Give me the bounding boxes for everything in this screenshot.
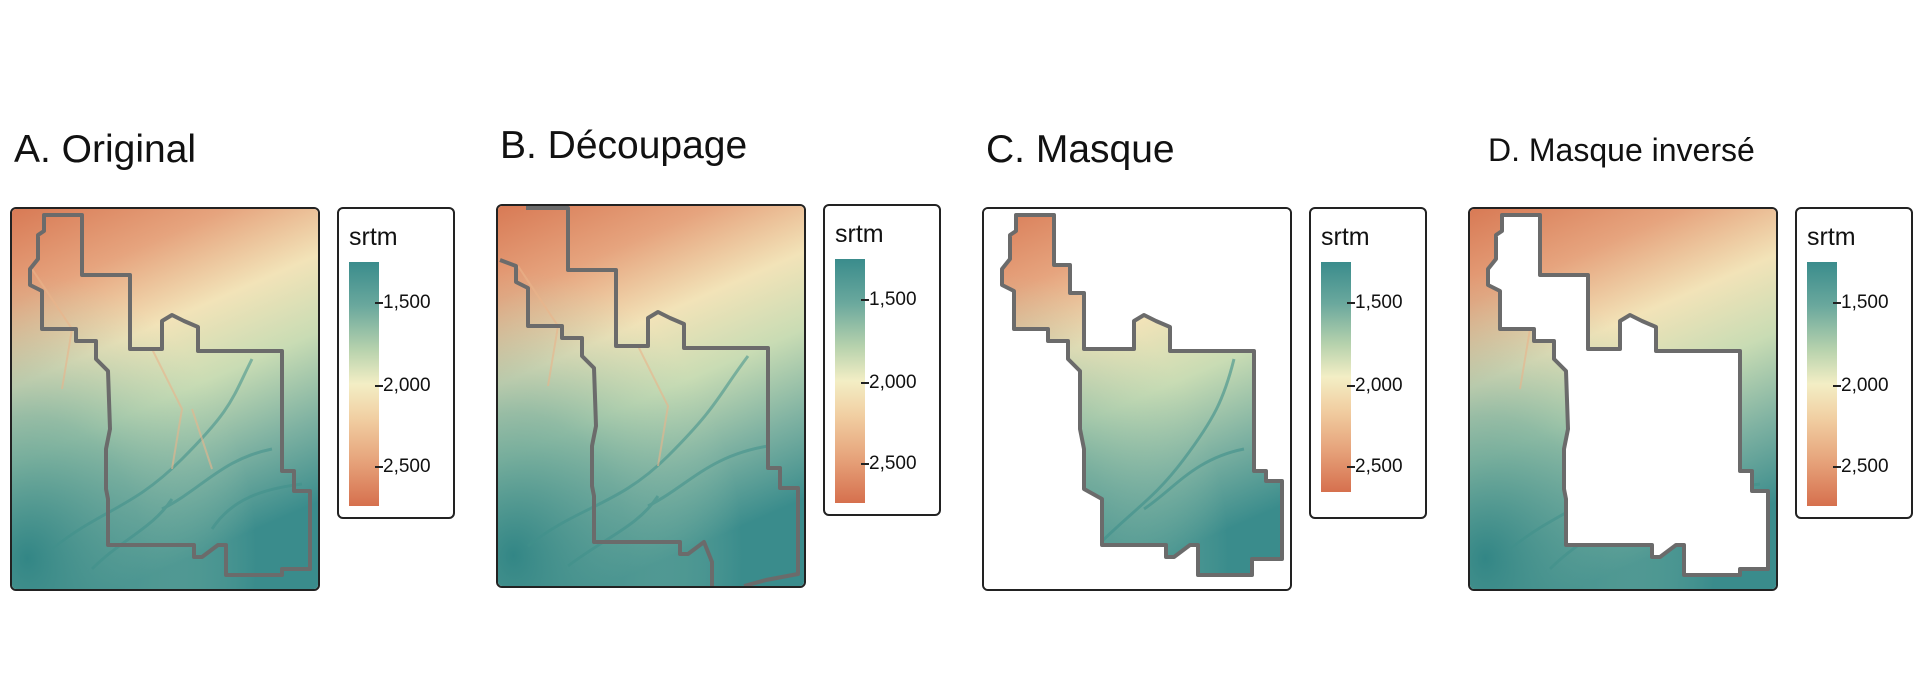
legend-tick (1347, 385, 1355, 387)
legend-title: srtm (1807, 223, 1856, 251)
legend: srtm 1,500 2,000 2,500 (1309, 207, 1427, 519)
map-frame (1468, 207, 1778, 591)
legend-label: 1,500 (1355, 292, 1403, 313)
legend: srtm 1,500 2,000 2,500 (1795, 207, 1913, 519)
panel-d: D. Masque inversé srtm 1,500 2,000 2,500 (1458, 0, 1920, 691)
legend-colorbar (835, 259, 865, 503)
panel-title: C. Masque (986, 128, 1175, 171)
park-boundary (1486, 213, 1770, 577)
legend-tick (375, 302, 383, 304)
panel-title: D. Masque inversé (1488, 132, 1755, 168)
legend-title: srtm (835, 220, 884, 248)
legend: srtm 1,500 2,000 2,500 (823, 204, 941, 516)
park-boundary (499, 206, 800, 586)
raster-cropped (498, 206, 804, 586)
legend-colorbar (1321, 262, 1351, 492)
map-frame (982, 207, 1292, 591)
raster-map (984, 209, 1290, 589)
legend-tick (861, 382, 869, 384)
legend-label: 2,500 (383, 456, 431, 477)
raster-map (498, 206, 804, 586)
legend-tick (861, 463, 869, 465)
legend-label: 2,000 (383, 375, 431, 396)
raster-map (1470, 209, 1776, 589)
legend-colorbar (1807, 262, 1837, 506)
panel-title: A. Original (14, 128, 197, 171)
legend: srtm 1,500 2,000 2,500 (337, 207, 455, 519)
legend-tick (1347, 302, 1355, 304)
legend-tick (1833, 385, 1841, 387)
legend-tick (1347, 466, 1355, 468)
legend-tick (375, 466, 383, 468)
legend-label: 1,500 (869, 289, 917, 310)
park-boundary (1000, 213, 1284, 577)
legend-tick (375, 385, 383, 387)
masked-raster (1002, 215, 1282, 575)
panel-b: B. Découpage srtm 1,500 2,000 2,500 (486, 0, 966, 691)
park-boundary (28, 213, 312, 577)
legend-colorbar (349, 262, 379, 506)
panel-c: C. Masque srtm 1,500 2,000 2,500 (972, 0, 1452, 691)
legend-label: 1,500 (383, 292, 431, 313)
raster-full (12, 209, 318, 589)
legend-label: 2,000 (869, 372, 917, 393)
legend-label: 2,500 (869, 453, 917, 474)
legend-title: srtm (349, 223, 398, 251)
legend-label: 2,000 (1355, 375, 1403, 396)
legend-tick (1833, 466, 1841, 468)
map-frame (10, 207, 320, 591)
legend-tick (1833, 302, 1841, 304)
panel-a: A. Original srtm 1,500 2,000 2,500 (0, 0, 480, 691)
map-frame (496, 204, 806, 588)
legend-label: 1,500 (1841, 292, 1889, 313)
masked-hole (1488, 215, 1768, 575)
legend-label: 2,500 (1841, 456, 1889, 477)
raster-map (12, 209, 318, 589)
panel-title: B. Découpage (500, 124, 748, 167)
legend-title: srtm (1321, 223, 1370, 251)
legend-tick (861, 299, 869, 301)
legend-label: 2,500 (1355, 456, 1403, 477)
legend-label: 2,000 (1841, 375, 1889, 396)
